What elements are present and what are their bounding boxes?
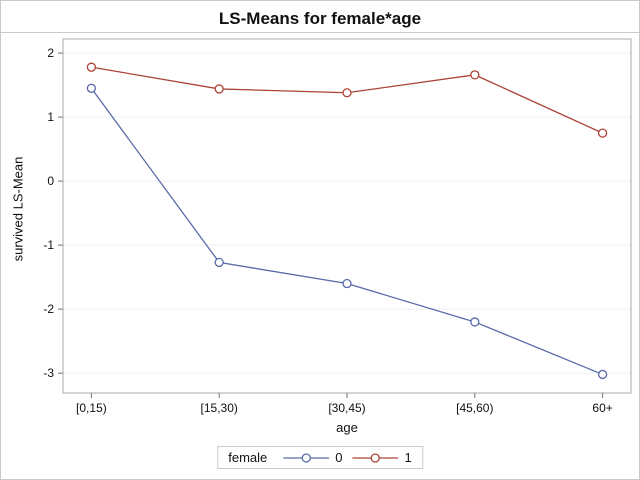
- x-tick-label: 60+: [592, 401, 612, 415]
- data-point-marker-female-1: [470, 70, 480, 80]
- y-tick-label: 2: [47, 46, 54, 60]
- title-divider: [1, 32, 639, 33]
- data-point-marker-female-1: [342, 88, 352, 98]
- data-point-marker-female-1: [214, 84, 224, 94]
- data-point-marker-female-1: [597, 128, 608, 138]
- chart-title: LS-Means for female*age: [218, 9, 422, 28]
- legend-entry-label: 1: [404, 450, 412, 465]
- y-tick-label: 0: [47, 174, 54, 188]
- y-tick-label: -2: [43, 302, 54, 316]
- data-point-marker-female-0: [86, 83, 97, 93]
- data-point-marker-female-0: [214, 257, 224, 268]
- x-tick-label: [0,15): [76, 401, 107, 415]
- series-line-female-1: [91, 66, 603, 134]
- legend-entry-female-1: 1: [352, 450, 412, 465]
- x-tick-label: [30,45): [328, 401, 365, 415]
- series-marker-icon: [283, 452, 330, 463]
- y-tick-label: -1: [43, 238, 54, 252]
- y-axis-title: survived LS-Mean: [10, 156, 26, 262]
- x-axis-title: age: [336, 420, 358, 435]
- series-line-female-0: [90, 87, 603, 376]
- data-point-marker-female-0: [470, 317, 480, 327]
- plot-svg: 2 1 0 -1 -2 -3 [0,15) [15,30) [30,45) [45,60) 60+: [43, 38, 632, 415]
- data-point-marker-female-1: [86, 62, 97, 72]
- data-point-marker-female-0: [597, 369, 608, 380]
- y-tick-label: -3: [43, 366, 54, 380]
- y-tick-label: 1: [47, 110, 54, 124]
- x-tick-label: [45,60): [456, 401, 493, 415]
- legend-title: female: [228, 450, 268, 465]
- x-tick-label: [15,30): [201, 401, 238, 415]
- legend-circle-marker-icon: [370, 452, 381, 463]
- legend-circle-marker-icon: [301, 452, 311, 463]
- series-marker-icon: [352, 452, 399, 463]
- legend-entry-label: 0: [335, 450, 343, 465]
- data-point-marker-female-0: [342, 278, 352, 289]
- legend-entry-female-0: 0: [283, 450, 343, 465]
